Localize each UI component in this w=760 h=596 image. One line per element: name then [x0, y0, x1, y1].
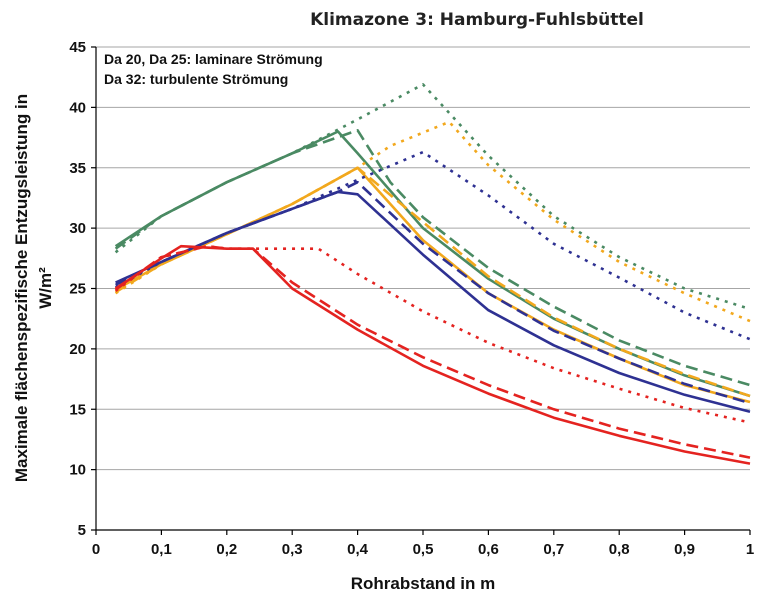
- chart-title: Klimazone 3: Hamburg-Fuhlsbüttel: [310, 10, 644, 30]
- x-tick-label-3: 0,3: [282, 541, 303, 558]
- y-tick-label-5: 30: [69, 220, 86, 237]
- series-line-5: [114, 166, 751, 404]
- y-tick-label-8: 45: [69, 39, 86, 56]
- x-tick-label-6: 0,6: [478, 541, 499, 558]
- y-tick-label-1: 10: [69, 462, 86, 479]
- x-tick-label-9: 0,9: [674, 541, 695, 558]
- tick-labels: 5 10 15 20 25 30 35 40 45 0 0,1 0,2 0,3 0,4 0,5 0,6 0,7 0…: [69, 39, 754, 558]
- y-tick-label-4: 25: [69, 281, 86, 298]
- series-line-10: [114, 244, 751, 459]
- annotation-line-2: Da 32: turbulente Strömung: [104, 71, 288, 87]
- series-line-0: [114, 83, 751, 311]
- y-axis-label-line-2: W/m²: [36, 267, 55, 309]
- series-line-9: [114, 244, 751, 424]
- x-tick-label-8: 0,8: [609, 541, 630, 558]
- x-axis-label: Rohrabstand in m: [351, 574, 496, 593]
- y-tick-label-7: 40: [69, 99, 86, 116]
- series-line-1: [114, 129, 751, 387]
- series-line-3: [114, 120, 751, 323]
- x-tick-label-4: 0,4: [347, 541, 369, 558]
- series-line-8: [115, 190, 751, 413]
- y-tick-label-6: 35: [69, 160, 86, 177]
- x-tick-label-0: 0: [92, 541, 100, 558]
- x-tick-label-10: 1: [746, 541, 754, 558]
- x-tick-label-1: 0,1: [151, 541, 172, 558]
- y-tick-label-3: 20: [69, 341, 86, 358]
- x-tick-label-2: 0,2: [216, 541, 237, 558]
- annotation-line-1: Da 20, Da 25: laminare Strömung: [104, 51, 323, 67]
- y-tick-label-2: 15: [69, 401, 86, 418]
- axes: [91, 46, 751, 535]
- y-tick-label-0: 5: [78, 522, 86, 539]
- series-line-11: [114, 244, 751, 465]
- gridlines: [96, 46, 750, 471]
- x-tick-label-5: 0,5: [413, 541, 434, 558]
- x-tick-label-7: 0,7: [543, 541, 564, 558]
- series-line-6: [114, 150, 751, 341]
- series-group: [114, 83, 751, 465]
- y-axis-label-line-1: Maximale flächenspezifische Entzugsleist…: [12, 94, 31, 482]
